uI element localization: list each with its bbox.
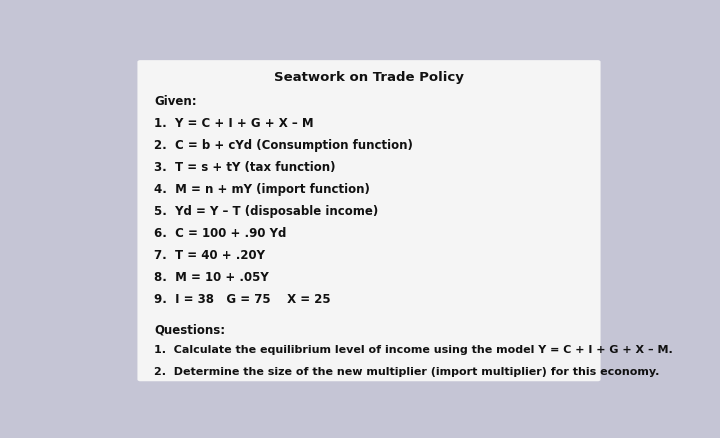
Text: 4.  M = n + mY (import function): 4. M = n + mY (import function) [154, 182, 370, 195]
Text: Seatwork on Trade Policy: Seatwork on Trade Policy [274, 71, 464, 84]
Text: 5.  Yd = Y – T (disposable income): 5. Yd = Y – T (disposable income) [154, 204, 379, 217]
Text: Given:: Given: [154, 95, 197, 108]
Text: 1.  Calculate the equilibrium level of income using the model Y = C + I + G + X : 1. Calculate the equilibrium level of in… [154, 344, 673, 354]
Text: 7.  T = 40 + .20Y: 7. T = 40 + .20Y [154, 248, 265, 261]
Text: 3.  T = s + tY (tax function): 3. T = s + tY (tax function) [154, 160, 336, 173]
Text: 2.  C = b + cYd (Consumption function): 2. C = b + cYd (Consumption function) [154, 138, 413, 152]
Text: 2.  Determine the size of the new multiplier (import multiplier) for this econom: 2. Determine the size of the new multipl… [154, 366, 660, 376]
Text: 1.  Y = C + I + G + X – M: 1. Y = C + I + G + X – M [154, 117, 314, 130]
Text: Questions:: Questions: [154, 322, 225, 336]
FancyBboxPatch shape [138, 61, 600, 381]
Text: 6.  C = 100 + .90 Yd: 6. C = 100 + .90 Yd [154, 226, 287, 239]
Text: 9.  I = 38   G = 75    X = 25: 9. I = 38 G = 75 X = 25 [154, 292, 330, 305]
Text: 8.  M = 10 + .05Y: 8. M = 10 + .05Y [154, 270, 269, 283]
